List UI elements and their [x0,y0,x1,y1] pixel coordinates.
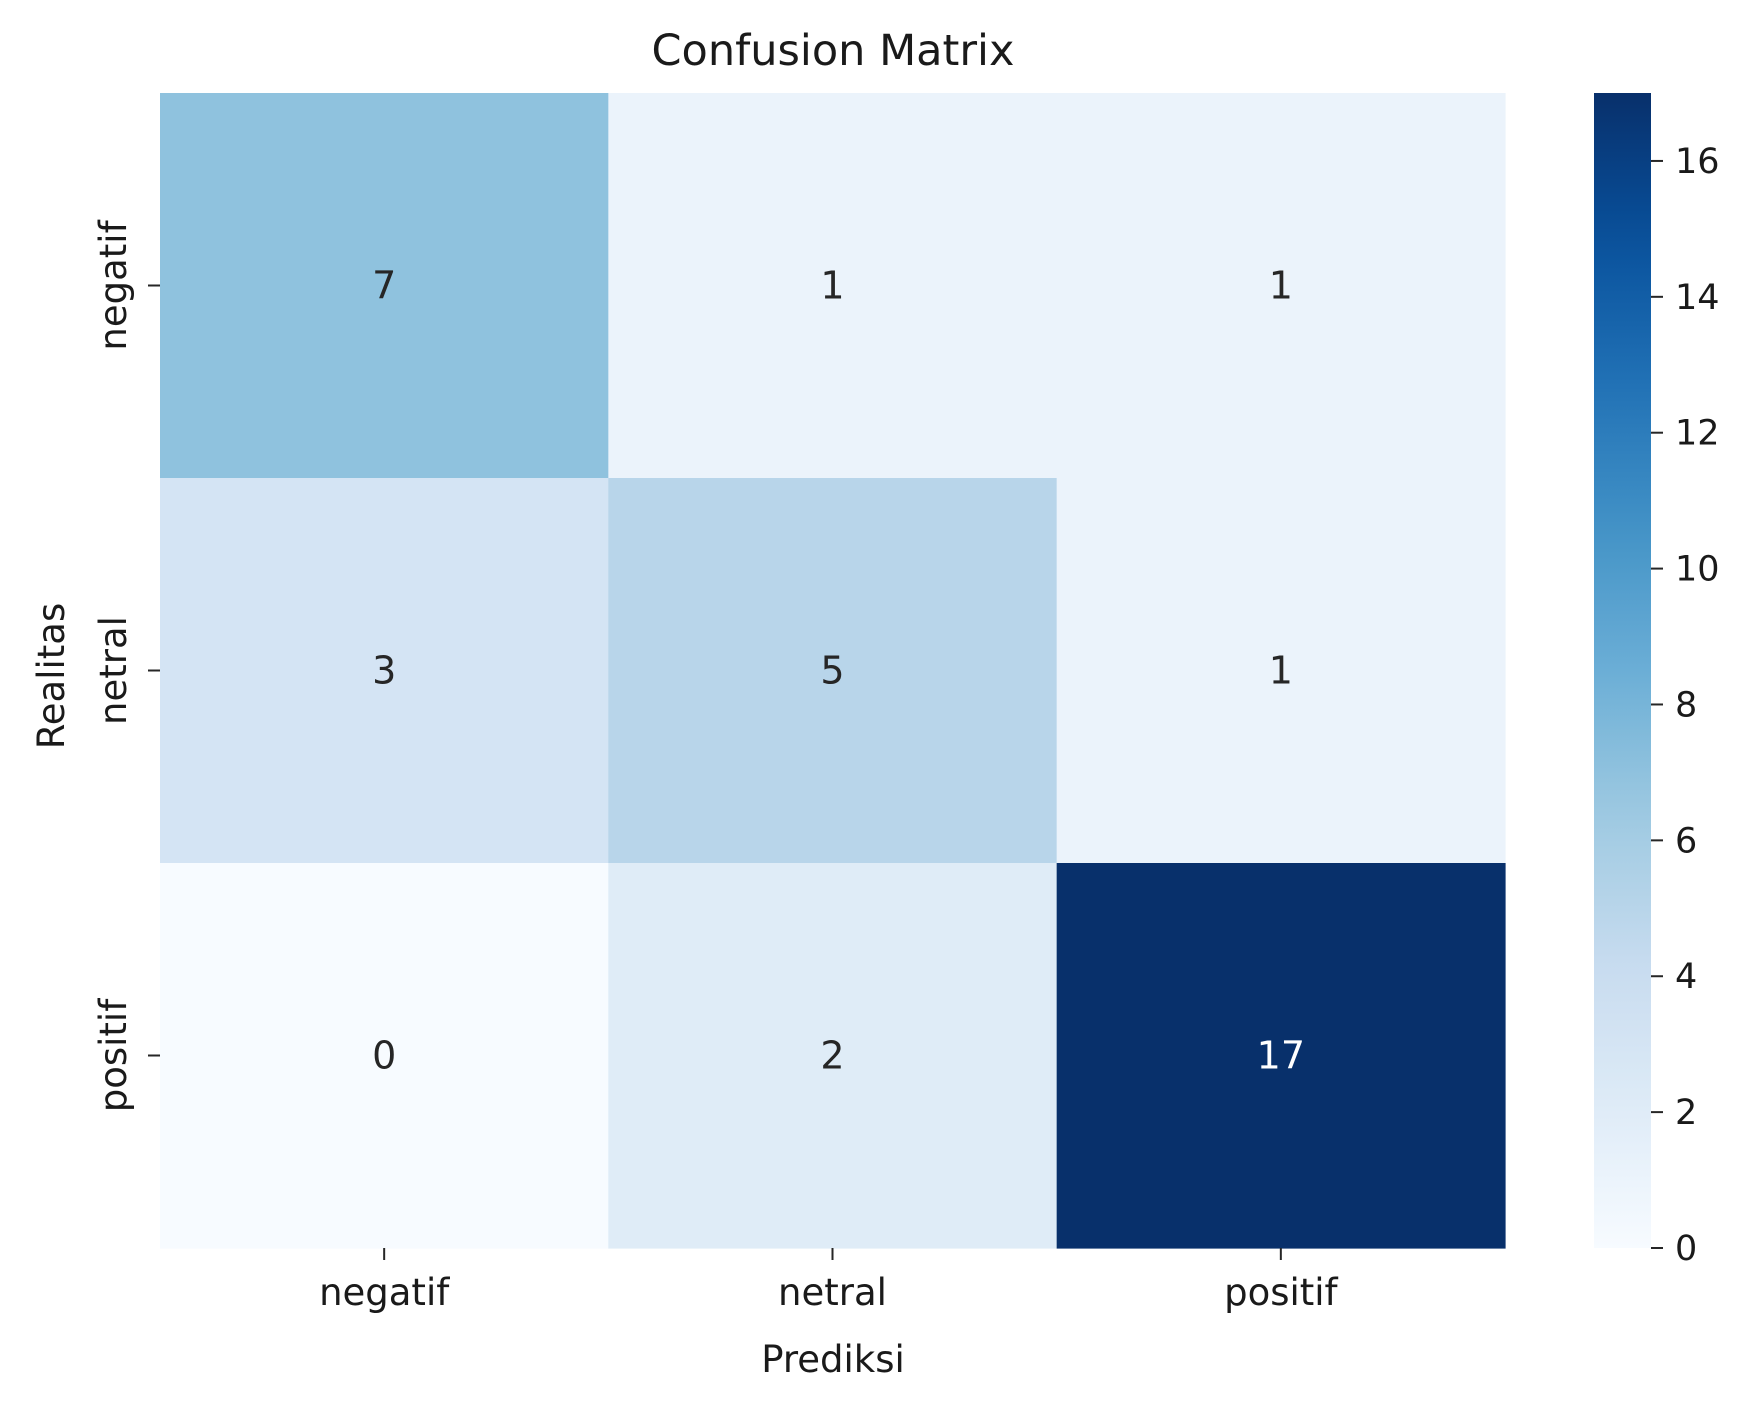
heatmap-cell [1056,863,1506,1249]
colorbar-tick-label: 10 [1675,550,1720,590]
y-tick-label: negatif [92,219,135,350]
cell-value-label: 2 [820,1034,844,1078]
cell-value-label: 5 [820,649,844,693]
heatmap-cell [608,478,1058,864]
colorbar-gradient [1594,93,1651,1248]
cell-value-label: 1 [820,264,844,308]
colorbar-tick-label: 12 [1675,414,1720,454]
colorbar-tick-label: 8 [1675,685,1697,725]
colorbar-tick-label: 16 [1675,142,1720,182]
heatmap-cell [608,93,1058,479]
y-tick-label: positif [92,998,135,1112]
colorbar: 0 2 4 6 8 10 12 14 16 [1594,93,1720,1269]
heatmap-cell-labels: 7 1 1 3 5 1 0 2 17 [372,264,1305,1078]
heatmap-cells [160,93,1506,1249]
y-axis-label: Realitas [30,603,73,750]
colorbar-tick-label: 14 [1675,278,1720,318]
x-axis-ticks: negatif netral positif [319,1248,1339,1314]
x-axis-label: Prediksi [761,1338,905,1381]
colorbar-tick-label: 2 [1675,1093,1697,1133]
cell-value-label: 0 [372,1034,396,1078]
cell-value-label: 1 [1269,264,1293,308]
heatmap-cell [160,863,609,1249]
cell-value-label: 17 [1257,1034,1305,1078]
colorbar-tick-label: 6 [1675,821,1697,861]
cell-value-label: 1 [1269,649,1293,693]
colorbar-tick-label: 4 [1675,957,1697,997]
heatmap-cell [1056,93,1506,479]
chart-title: Confusion Matrix [652,26,1015,76]
colorbar-tick-label: 0 [1675,1229,1697,1269]
x-tick-label: negatif [319,1271,450,1314]
x-tick-label: netral [778,1271,887,1314]
heatmap-cell [608,863,1058,1249]
x-tick-label: positif [1224,1271,1338,1314]
heatmap-cell [1056,478,1506,864]
cell-value-label: 3 [372,649,396,693]
cell-value-label: 7 [372,264,396,308]
heatmap-cell [160,93,609,479]
heatmap-cell [160,478,609,864]
y-axis-ticks: negatif netral positif [92,219,160,1112]
y-tick-label: netral [92,616,135,725]
